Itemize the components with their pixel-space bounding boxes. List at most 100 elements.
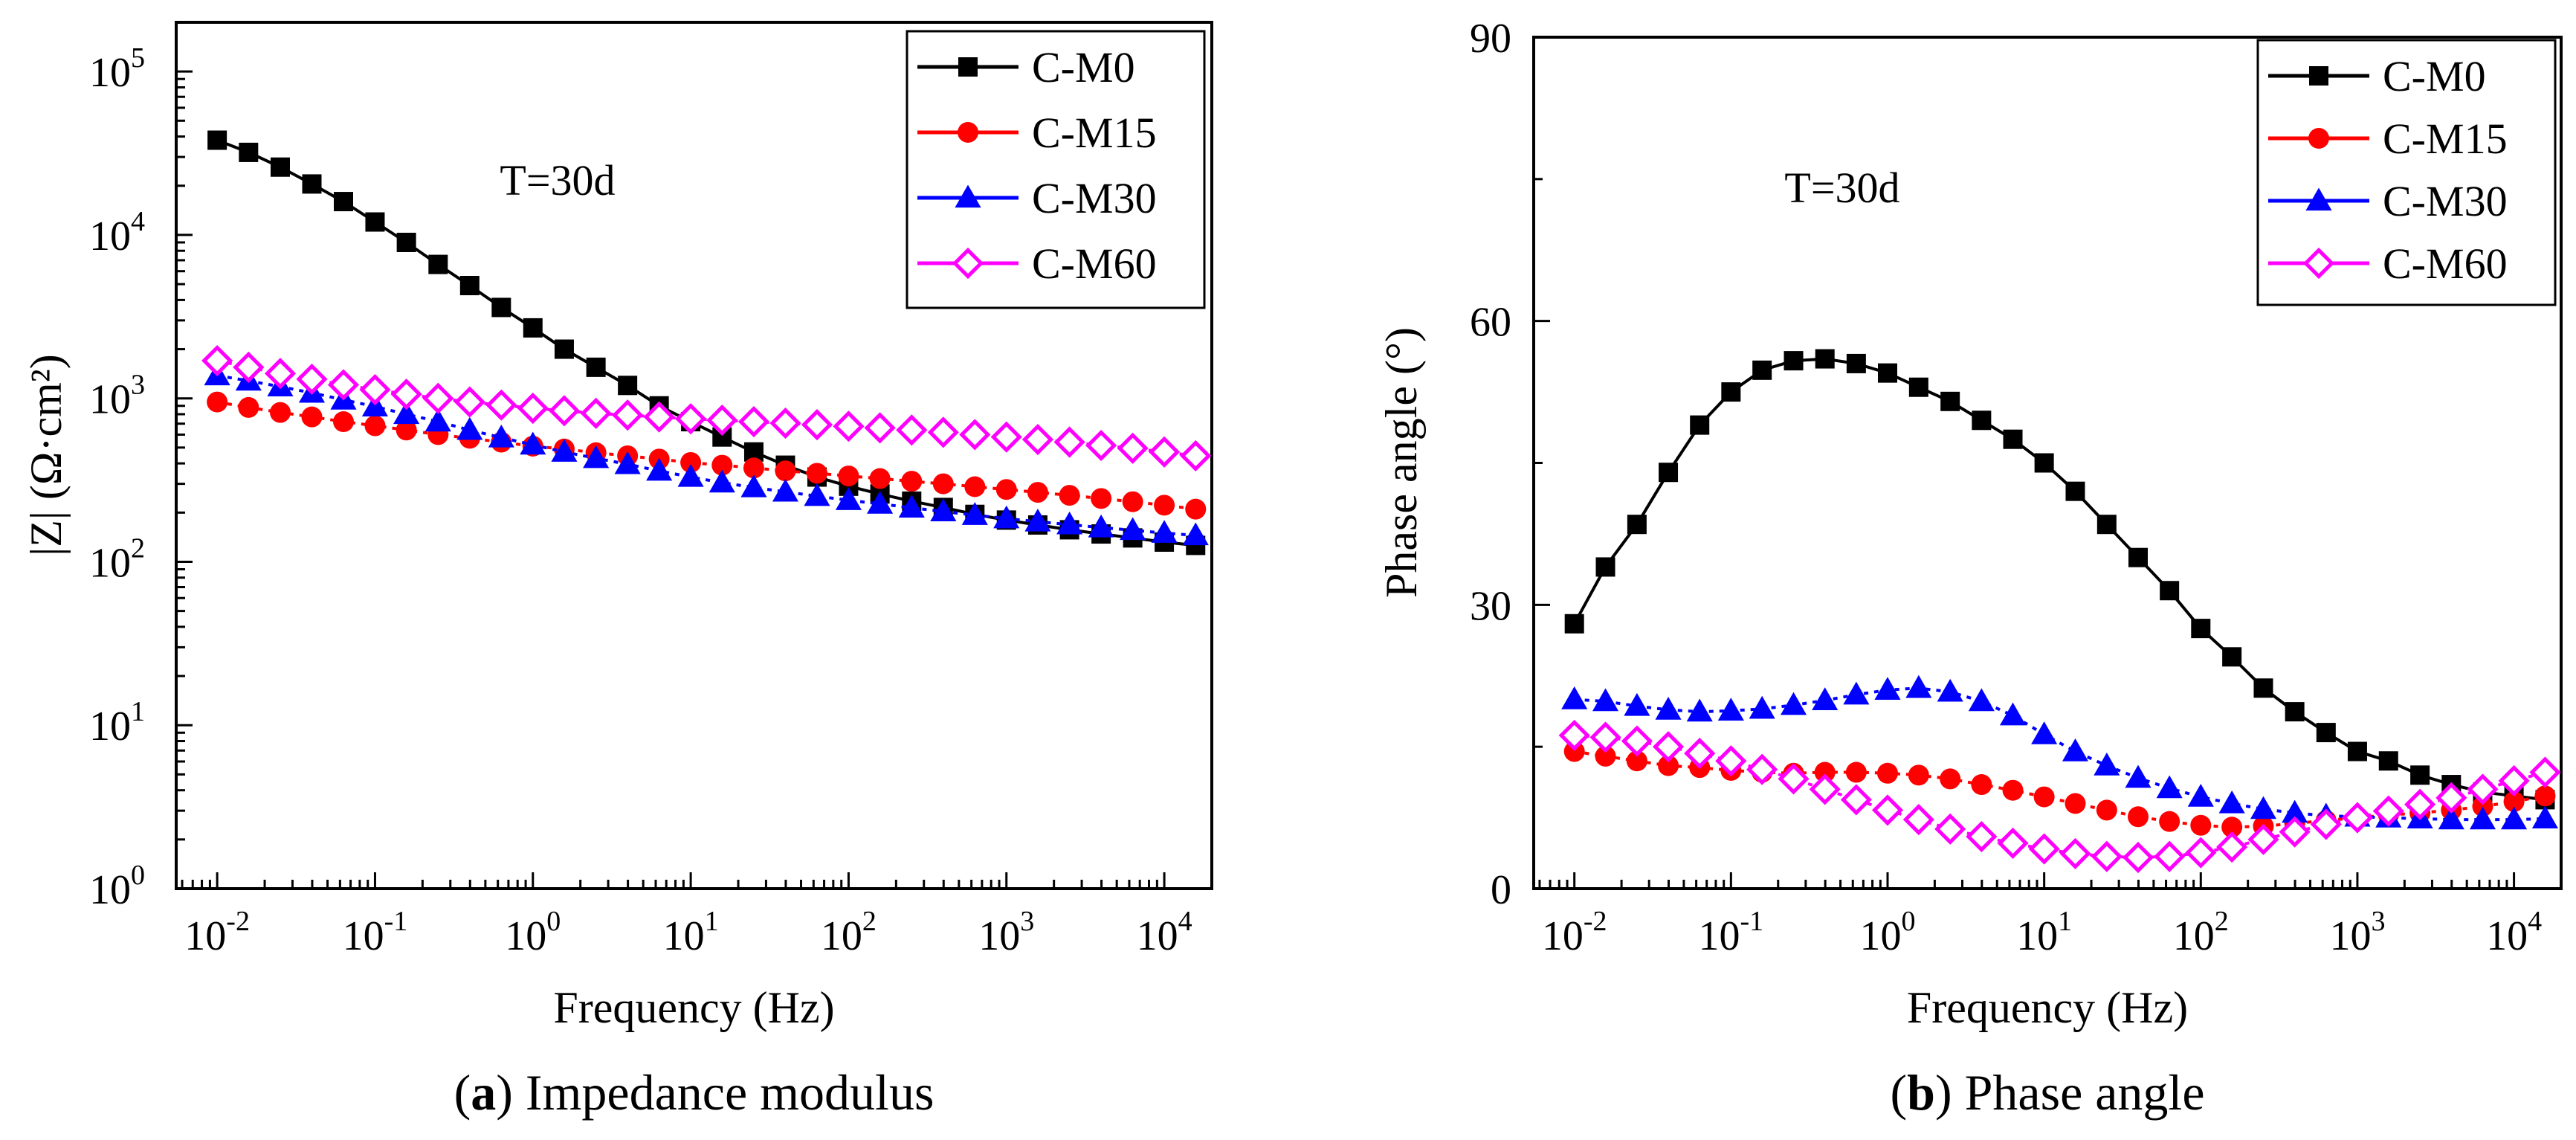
x-tick-exponent: 2 — [2215, 906, 2229, 937]
data-point — [2253, 678, 2273, 698]
x-tick-base: 10 — [1699, 913, 1740, 959]
legend-marker — [2302, 247, 2335, 280]
legend-item-c-m15: C-M15 — [2268, 115, 2508, 163]
data-point — [2347, 741, 2367, 761]
x-tick-label: 104 — [2486, 906, 2542, 959]
data-point — [835, 487, 862, 510]
x-tick-exponent: 0 — [1901, 906, 1915, 937]
data-point — [927, 416, 959, 448]
legend-label: C-M60 — [2383, 239, 2508, 288]
data-point — [1589, 721, 1621, 753]
y-tick-label: 101 — [89, 696, 145, 750]
data-point — [1809, 773, 1841, 805]
data-point — [1558, 719, 1590, 751]
data-point — [2094, 753, 2120, 776]
data-point — [1874, 677, 1901, 700]
data-point — [1908, 377, 1928, 397]
series-c-m60 — [1558, 719, 2561, 874]
data-point — [233, 351, 265, 383]
data-point — [1937, 678, 1963, 702]
x-tick-exponent: 1 — [705, 906, 719, 937]
x-tick-label: 100 — [1859, 906, 1915, 959]
data-point — [833, 410, 865, 442]
x-tick-exponent: 4 — [2528, 906, 2542, 937]
y-tick-exponent: 5 — [131, 42, 145, 74]
y-tick-base: 10 — [89, 377, 131, 423]
legend-label: C-M15 — [2383, 115, 2508, 163]
series-c-m15 — [207, 391, 1207, 520]
data-point — [269, 402, 291, 423]
data-point — [1151, 520, 1178, 543]
data-point — [301, 406, 323, 428]
y-tick-exponent: 2 — [131, 532, 145, 564]
data-point — [2222, 647, 2242, 667]
data-point — [2185, 837, 2217, 869]
y-axis-label: |Z| (Ω·cm²) — [22, 354, 71, 556]
data-point — [1059, 485, 1080, 506]
x-tick-label: 103 — [2329, 906, 2385, 959]
data-point — [2534, 785, 2556, 807]
data-point — [2154, 840, 2186, 872]
data-point — [1627, 515, 1647, 535]
series-c-m0 — [1564, 349, 2555, 810]
data-point — [1717, 698, 1744, 721]
data-point — [2250, 796, 2277, 819]
data-point — [2065, 481, 2085, 501]
data-point — [838, 466, 859, 487]
data-point — [396, 419, 417, 441]
x-tick-base: 10 — [1859, 913, 1901, 959]
data-point — [456, 416, 483, 440]
data-point — [2216, 831, 2248, 863]
data-point — [459, 276, 480, 296]
data-point — [302, 174, 322, 194]
data-point — [1690, 415, 1710, 435]
data-point — [1940, 768, 1961, 790]
caption-text: Impedance modulus — [513, 1064, 934, 1121]
data-point — [2122, 841, 2154, 874]
data-point — [1117, 432, 1149, 464]
x-tick-exponent: 2 — [862, 906, 877, 937]
x-tick-exponent: 4 — [1178, 906, 1192, 937]
data-point — [2218, 790, 2245, 814]
data-point — [1626, 750, 1647, 772]
legend-marker — [2308, 128, 2329, 149]
data-point — [2159, 811, 2180, 832]
data-point — [554, 339, 574, 359]
data-point — [1783, 351, 1804, 371]
caption-paren-close: ) — [1935, 1064, 1952, 1121]
x-tick-label: 102 — [2173, 906, 2229, 959]
data-point — [2003, 429, 2023, 449]
data-point — [359, 373, 391, 406]
data-point — [2002, 779, 2024, 801]
y-tick-base: 10 — [89, 50, 131, 96]
x-tick-base: 10 — [343, 913, 384, 959]
x-tick-label: 10-2 — [184, 906, 250, 959]
y-tick-base: 10 — [89, 703, 131, 750]
data-point — [2190, 814, 2212, 836]
x-tick-label: 10-1 — [343, 906, 408, 959]
data-point — [422, 382, 454, 414]
data-point — [618, 376, 638, 396]
data-point — [2028, 833, 2060, 865]
caption-paren-close: ) — [496, 1064, 513, 1121]
data-point — [396, 232, 416, 252]
data-point — [2128, 547, 2149, 567]
legend-marker — [2309, 66, 2328, 86]
data-point — [1752, 360, 1772, 380]
data-point — [425, 408, 451, 432]
legend-label: C-M15 — [1032, 109, 1157, 157]
data-point — [1088, 514, 1114, 538]
series-c-m60 — [201, 344, 1212, 472]
data-point — [677, 463, 704, 487]
data-point — [898, 495, 925, 518]
data-point — [2469, 806, 2496, 830]
caption-letter: a — [471, 1064, 496, 1121]
data-point — [2410, 765, 2430, 785]
data-point — [1122, 491, 1143, 512]
data-point — [390, 379, 422, 410]
x-tick-base: 10 — [663, 913, 705, 959]
data-point — [1154, 495, 1175, 516]
data-point — [2091, 840, 2123, 872]
data-point — [680, 451, 702, 473]
x-tick-base: 10 — [505, 913, 546, 959]
